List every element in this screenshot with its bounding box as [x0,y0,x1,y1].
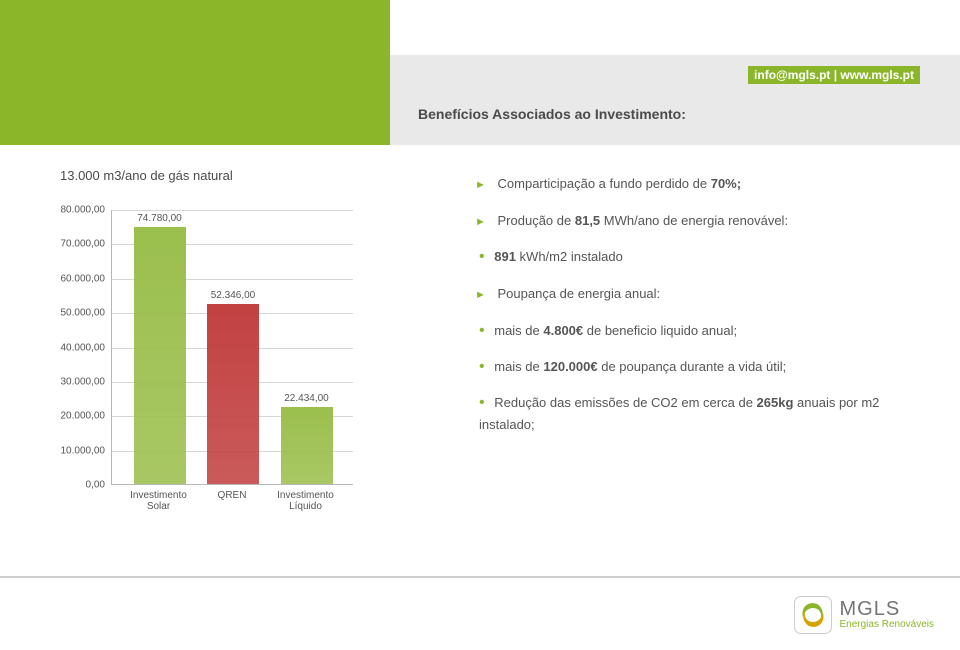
header-green-block [0,0,390,145]
text: Comparticipação a fundo perdido de [498,176,711,191]
y-tick-label: 60.000,00 [45,273,105,284]
bullet-comparticipacao: Comparticipação a fundo perdido de 70%; [475,172,905,197]
text: MWh/ano de energia renovável: [600,213,788,228]
logo-sub-text: Energias Renováveis [840,620,935,631]
bullet-poupanca: Poupança de energia anual: [475,282,905,307]
bar [207,304,259,484]
bullet-producao: Produção de 81,5 MWh/ano de energia reno… [475,209,905,234]
logo-text: MGLS Energias Renováveis [840,599,935,631]
bar-value-label: 22.434,00 [272,393,342,404]
text: Poupança de energia anual: [498,286,661,301]
bullet-vida-util: mais de 120.000€ de poupança durante a v… [479,355,905,380]
y-tick-label: 80.000,00 [45,205,105,216]
bullet-kwh: 891 kWh/m2 instalado [479,245,905,270]
text: kWh/m2 instalado [516,249,623,264]
bar [281,407,333,484]
x-tick-label: Investimento Líquido [266,490,346,512]
chart-plot-area: 74.780,00 52.346,00 22.434,00 [111,210,353,485]
x-tick-label: QREN [192,490,272,501]
text: mais de [494,323,543,338]
val-bold: 120.000€ [543,359,597,374]
y-tick-label: 20.000,00 [45,411,105,422]
investment-bar-chart: 74.780,00 52.346,00 22.434,00 0,00 10.000,0… [45,210,360,540]
footer-divider [0,576,960,578]
y-tick-label: 70.000,00 [45,239,105,250]
y-tick-label: 40.000,00 [45,342,105,353]
val-bold: 891 [494,249,516,264]
pct-bold: 70%; [711,176,741,191]
logo-main-text: MGLS [840,599,935,620]
text: de poupança durante a vida útil; [598,359,787,374]
text: Produção de [498,213,575,228]
text: de beneficio liquido anual; [583,323,737,338]
val-bold: 81,5 [575,213,600,228]
text: Redução das emissões de CO2 em cerca de [494,395,756,410]
contact-info: info@mgls.pt | www.mgls.pt [748,66,920,84]
y-tick-label: 50.000,00 [45,308,105,319]
benefits-subtitle: Benefícios Associados ao Investimento: [418,106,686,122]
gridline [112,210,353,211]
y-tick-label: 0,00 [45,480,105,491]
text: mais de [494,359,543,374]
bar-value-label: 52.346,00 [198,290,268,301]
bar [134,227,186,484]
section-title: 9. SIMULAÇÃO DE INVESTIMENTO [24,24,273,41]
x-tick-label: Investimento Solar [119,490,199,512]
y-tick-label: 30.000,00 [45,376,105,387]
gas-consumption-label: 13.000 m3/ano de gás natural [60,168,233,183]
benefits-list: Comparticipação a fundo perdido de 70%; … [475,172,905,448]
bar-value-label: 74.780,00 [125,213,195,224]
val-bold: 265kg [757,395,794,410]
val-bold: 4.800€ [543,323,583,338]
logo-swirl-icon [794,596,832,634]
bullet-beneficio-anual: mais de 4.800€ de beneficio liquido anua… [479,319,905,344]
y-tick-label: 10.000,00 [45,445,105,456]
bullet-co2: Redução das emissões de CO2 em cerca de … [479,392,905,436]
mgls-logo: MGLS Energias Renováveis [794,596,935,634]
